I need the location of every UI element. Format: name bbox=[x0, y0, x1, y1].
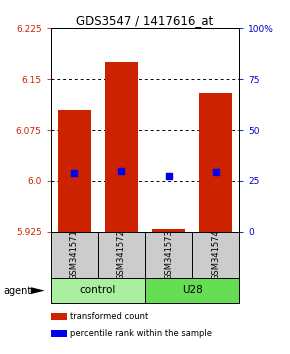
Text: GSM341574: GSM341574 bbox=[211, 229, 220, 280]
Bar bbox=[105, 62, 138, 232]
Bar bbox=[58, 110, 91, 232]
Bar bbox=[152, 229, 185, 232]
Text: GSM341571: GSM341571 bbox=[70, 229, 79, 280]
Bar bbox=[192, 232, 239, 278]
Text: U28: U28 bbox=[182, 285, 202, 295]
Text: agent: agent bbox=[3, 286, 31, 296]
Point bbox=[166, 173, 171, 179]
Text: transformed count: transformed count bbox=[70, 312, 148, 321]
Bar bbox=[51, 232, 98, 278]
Text: GSM341573: GSM341573 bbox=[164, 229, 173, 280]
Bar bbox=[51, 278, 145, 303]
Title: GDS3547 / 1417616_at: GDS3547 / 1417616_at bbox=[76, 14, 214, 27]
Text: percentile rank within the sample: percentile rank within the sample bbox=[70, 329, 212, 338]
Text: control: control bbox=[80, 285, 116, 295]
Point bbox=[72, 170, 77, 176]
Polygon shape bbox=[31, 287, 45, 294]
Bar bbox=[98, 232, 145, 278]
Point bbox=[119, 169, 124, 174]
Text: GSM341572: GSM341572 bbox=[117, 229, 126, 280]
Bar bbox=[145, 278, 239, 303]
Bar bbox=[199, 93, 232, 232]
Point bbox=[213, 169, 218, 175]
Bar bbox=[145, 232, 192, 278]
